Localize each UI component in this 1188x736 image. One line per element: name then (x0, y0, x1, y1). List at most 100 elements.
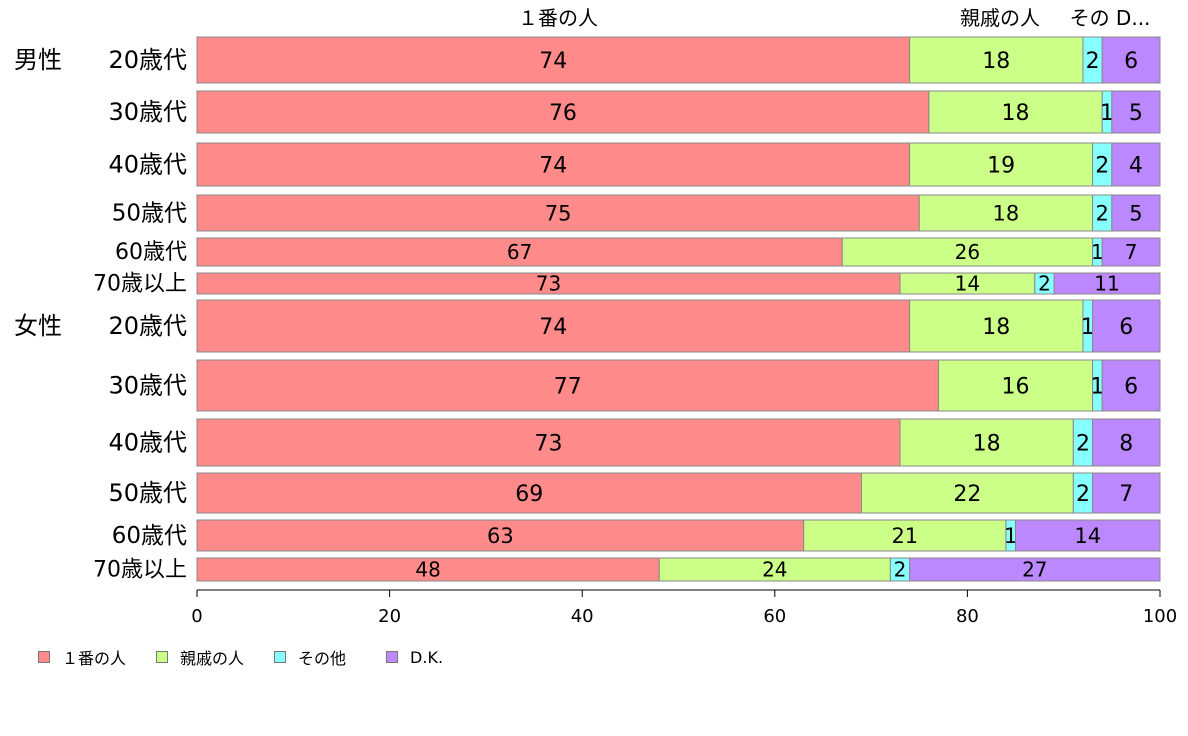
category-label: 20歳代 (108, 46, 187, 74)
bar-value-label: 7 (1125, 240, 1138, 264)
bar-segment (1111, 90, 1161, 134)
bar-value-label: 26 (955, 240, 980, 264)
legend-item: 親戚の人 (156, 645, 244, 669)
bar-segment (899, 418, 1074, 467)
bar-segment (1101, 359, 1161, 412)
category-label: 30歳代 (108, 371, 187, 399)
category-label: 70歳以上 (93, 558, 187, 583)
category-label: 50歳代 (112, 201, 187, 227)
bar-value-label: 69 (515, 482, 543, 507)
bar-value-label: 74 (539, 315, 567, 340)
legend-swatch (386, 651, 399, 663)
bar-segment (803, 519, 1007, 552)
bar-value-label: 5 (1129, 101, 1143, 126)
top-series-label: １番の人 (518, 6, 598, 30)
bar-value-label: 1 (1091, 240, 1104, 264)
bar-value-label: 2 (1076, 482, 1090, 507)
legend-item: D.K. (386, 645, 443, 669)
bar-segment (909, 36, 1084, 84)
bar-segment (1111, 194, 1161, 232)
bar-segment (196, 237, 843, 267)
legend-swatch (38, 651, 50, 663)
bar-segment (1092, 299, 1161, 353)
bar-value-label: 18 (993, 202, 1020, 226)
bar-segment (918, 194, 1094, 232)
bar-value-label: 2 (1038, 272, 1051, 296)
category-label: 20歳代 (108, 312, 187, 340)
group-label: 女性 (14, 312, 62, 340)
bar-value-label: 18 (982, 49, 1010, 74)
bar-segment (841, 237, 1094, 267)
x-tick-label: 100 (1143, 606, 1177, 627)
bar-segment (1015, 519, 1161, 552)
bar-segment (196, 194, 920, 232)
bar-segment (860, 472, 1074, 514)
bar-value-label: 18 (1002, 101, 1030, 126)
x-tick-label: 40 (571, 606, 594, 627)
bar-value-label: 75 (545, 202, 572, 226)
legend-item: １番の人 (38, 645, 126, 669)
x-tick-label: 80 (956, 606, 979, 627)
bar-segment (909, 142, 1094, 187)
bar-value-label: 2 (1086, 49, 1100, 74)
bar-segment (1111, 142, 1161, 187)
bar-segment (909, 557, 1161, 582)
bar-value-label: 18 (973, 431, 1001, 456)
top-series-label: 親戚の人 (960, 6, 1040, 30)
bar-value-label: 2 (894, 558, 907, 582)
bar-segment (1101, 237, 1161, 267)
bar-value-label: 2 (1076, 431, 1090, 456)
category-label: 60歳代 (112, 523, 187, 549)
bar-segment (909, 299, 1084, 353)
bar-segment (196, 36, 911, 84)
legend-item: その他 (274, 645, 346, 669)
bar-value-label: 1 (1090, 374, 1104, 399)
bar-value-label: 1 (1100, 101, 1114, 126)
bar-segment (1092, 472, 1161, 514)
x-tick-label: 0 (191, 606, 202, 627)
bar-value-label: 21 (891, 524, 918, 548)
bar-segment (196, 418, 901, 467)
bar-segment (938, 359, 1094, 412)
category-label: 40歳代 (108, 428, 187, 456)
bar-segment (196, 519, 805, 552)
bar-segment (196, 142, 911, 187)
bar-value-label: 74 (539, 49, 567, 74)
bar-segment (196, 472, 862, 514)
legend-label: その他 (298, 649, 347, 668)
bar-value-label: 7 (1119, 482, 1133, 507)
bar-segment (196, 90, 930, 134)
bar-value-label: 1 (1004, 524, 1017, 548)
group-label: 男性 (14, 46, 62, 74)
bar-value-label: 11 (1094, 272, 1119, 296)
legend: １番の人 親戚の人 その他 D.K. (38, 645, 473, 669)
bar-value-label: 76 (549, 101, 577, 126)
bar-value-label: 24 (762, 558, 787, 582)
legend-label: 親戚の人 (180, 649, 245, 668)
bar-value-label: 19 (987, 153, 1015, 178)
bar-value-label: 67 (507, 240, 532, 264)
bar-value-label: 6 (1124, 49, 1138, 74)
bar-value-label: 16 (1002, 374, 1030, 399)
category-label: 60歳代 (115, 240, 187, 265)
bar-segment (1101, 36, 1161, 84)
bar-value-label: 14 (1074, 524, 1101, 548)
category-label: 40歳代 (108, 150, 187, 178)
bar-value-label: 5 (1129, 202, 1142, 226)
bar-value-label: 4 (1129, 153, 1143, 178)
category-label: 30歳代 (108, 98, 187, 126)
legend-label: D.K. (410, 647, 444, 667)
bar-value-label: 77 (554, 374, 582, 399)
x-tick-label: 20 (378, 606, 401, 627)
legend-swatch (274, 651, 287, 663)
top-series-label: その D... (1070, 6, 1151, 30)
bar-value-label: 22 (953, 482, 981, 507)
bar-value-label: 2 (1096, 202, 1109, 226)
legend-swatch (156, 651, 169, 663)
bar-value-label: 73 (536, 272, 561, 296)
bar-value-label: 8 (1119, 431, 1133, 456)
bar-value-label: 2 (1095, 153, 1109, 178)
bar-value-label: 27 (1022, 558, 1047, 582)
bar-value-label: 6 (1119, 315, 1133, 340)
